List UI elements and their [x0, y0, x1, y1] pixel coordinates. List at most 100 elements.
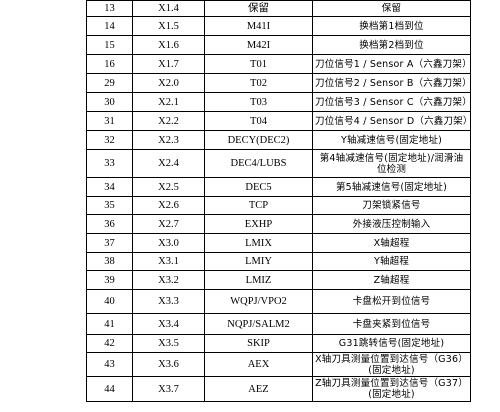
row-number-cell: 38: [86, 252, 133, 271]
description-cell: 刀位信号2 / Sensor B（六鑫刀架）: [312, 73, 471, 93]
row-number-cell: 43: [86, 352, 133, 377]
address-cell: X2.0: [132, 73, 205, 93]
signal-name-cell: T03: [204, 92, 313, 112]
table-row: 43 X3.6 AEX X轴刀具测量位置到达信号（G36）(固定地址): [86, 352, 471, 377]
address-cell: X3.5: [132, 334, 205, 353]
description-cell: Z轴超程: [312, 270, 471, 290]
table-row: 36 X2.7 EXHP 外接液压控制输入: [86, 214, 471, 234]
io-signal-table: 13 X1.4 保留 保留 14 X1.5 M41I 换档第1档到位 15 X1.6 M42I 换档第…: [86, 0, 471, 402]
table-row: 33 X2.4 DEC4/LUBS 第4轴减速信号(固定地址)/润滑油位检测: [86, 149, 471, 178]
description-cell: 外接液压控制输入: [312, 214, 471, 234]
address-cell: X3.2: [132, 270, 205, 290]
table-row: 41 X3.4 NQPJ/SALM2 卡盘夹紧到位信号: [86, 313, 471, 335]
signal-name-cell: T02: [204, 73, 313, 93]
table-row: 35 X2.6 TCP 刀架锁紧信号: [86, 196, 471, 215]
address-cell: X2.7: [132, 214, 205, 234]
address-cell: X2.6: [132, 196, 205, 215]
address-cell: X1.6: [132, 35, 205, 55]
address-cell: X2.1: [132, 92, 205, 112]
signal-name-cell: 保留: [204, 0, 313, 17]
description-cell: G31跳转信号(固定地址): [312, 334, 471, 353]
row-number-cell: 40: [86, 289, 133, 314]
row-number-cell: 30: [86, 92, 133, 112]
description-cell: X轴刀具测量位置到达信号（G36）(固定地址): [312, 352, 471, 377]
address-cell: X3.7: [132, 376, 205, 402]
signal-name-cell: EXHP: [204, 214, 313, 234]
description-cell: 第5轴减速信号(固定地址): [312, 177, 471, 197]
row-number-cell: 35: [86, 196, 133, 215]
description-cell: 刀位信号1 / Sensor A（六鑫刀架）: [312, 54, 471, 74]
description-cell: Y轴超程: [312, 252, 471, 271]
row-number-cell: 34: [86, 177, 133, 197]
table-row: 40 X3.3 WQPJ/VPO2 卡盘松开到位信号: [86, 289, 471, 314]
signal-name-cell: LMIY: [204, 252, 313, 271]
address-cell: X2.2: [132, 111, 205, 131]
row-number-cell: 36: [86, 214, 133, 234]
table-row: 29 X2.0 T02 刀位信号2 / Sensor B（六鑫刀架）: [86, 73, 471, 93]
table-row: 14 X1.5 M41I 换档第1档到位: [86, 16, 471, 36]
address-cell: X3.4: [132, 313, 205, 335]
description-cell: 刀位信号3 / Sensor C（六鑫刀架）: [312, 92, 471, 112]
signal-name-cell: WQPJ/VPO2: [204, 289, 313, 314]
description-cell: 卡盘夹紧到位信号: [312, 313, 471, 335]
table-row: 37 X3.0 LMIX X轴超程: [86, 233, 471, 253]
signal-name-cell: SKIP: [204, 334, 313, 353]
description-cell: Y轴减速信号(固定地址): [312, 130, 471, 150]
io-table-body: 13 X1.4 保留 保留 14 X1.5 M41I 换档第1档到位 15 X1.6 M42I 换档第…: [86, 0, 471, 402]
address-cell: X1.4: [132, 0, 205, 17]
description-cell: 第4轴减速信号(固定地址)/润滑油位检测: [312, 149, 471, 178]
description-cell: 换档第1档到位: [312, 16, 471, 36]
signal-name-cell: AEZ: [204, 376, 313, 402]
address-cell: X3.0: [132, 233, 205, 253]
signal-name-cell: AEX: [204, 352, 313, 377]
row-number-cell: 39: [86, 270, 133, 290]
row-number-cell: 31: [86, 111, 133, 131]
signal-name-cell: M41I: [204, 16, 313, 36]
signal-name-cell: LMIX: [204, 233, 313, 253]
row-number-cell: 32: [86, 130, 133, 150]
table-row: 44 X3.7 AEZ Z轴刀具测量位置到达信号（G37）(固定地址): [86, 376, 471, 402]
table-row: 39 X3.2 LMIZ Z轴超程: [86, 270, 471, 290]
signal-name-cell: T04: [204, 111, 313, 131]
address-cell: X1.7: [132, 54, 205, 74]
table-row: 15 X1.6 M42I 换档第2档到位: [86, 35, 471, 55]
row-number-cell: 16: [86, 54, 133, 74]
table-row: 16 X1.7 T01 刀位信号1 / Sensor A（六鑫刀架）: [86, 54, 471, 74]
address-cell: X2.4: [132, 149, 205, 178]
description-cell: Z轴刀具测量位置到达信号（G37）(固定地址): [312, 376, 471, 402]
table-row: 38 X3.1 LMIY Y轴超程: [86, 252, 471, 271]
row-number-cell: 29: [86, 73, 133, 93]
signal-name-cell: DECY(DEC2): [204, 130, 313, 150]
signal-name-cell: LMIZ: [204, 270, 313, 290]
row-number-cell: 33: [86, 149, 133, 178]
address-cell: X3.1: [132, 252, 205, 271]
row-number-cell: 15: [86, 35, 133, 55]
signal-name-cell: T01: [204, 54, 313, 74]
row-number-cell: 37: [86, 233, 133, 253]
row-number-cell: 14: [86, 16, 133, 36]
description-cell: 刀架锁紧信号: [312, 196, 471, 215]
address-cell: X3.3: [132, 289, 205, 314]
description-cell: X轴超程: [312, 233, 471, 253]
signal-name-cell: M42I: [204, 35, 313, 55]
signal-name-cell: DEC4/LUBS: [204, 149, 313, 178]
table-row: 13 X1.4 保留 保留: [86, 0, 471, 17]
description-cell: 卡盘松开到位信号: [312, 289, 471, 314]
table-row: 31 X2.2 T04 刀位信号4 / Sensor D（六鑫刀架）: [86, 111, 471, 131]
row-number-cell: 41: [86, 313, 133, 335]
signal-name-cell: TCP: [204, 196, 313, 215]
signal-name-cell: NQPJ/SALM2: [204, 313, 313, 335]
description-cell: 刀位信号4 / Sensor D（六鑫刀架）: [312, 111, 471, 131]
description-cell: 换档第2档到位: [312, 35, 471, 55]
table-row: 32 X2.3 DECY(DEC2) Y轴减速信号(固定地址): [86, 130, 471, 150]
table-row: 42 X3.5 SKIP G31跳转信号(固定地址): [86, 334, 471, 353]
row-number-cell: 13: [86, 0, 133, 17]
table-row: 30 X2.1 T03 刀位信号3 / Sensor C（六鑫刀架）: [86, 92, 471, 112]
address-cell: X3.6: [132, 352, 205, 377]
row-number-cell: 44: [86, 376, 133, 402]
signal-name-cell: DEC5: [204, 177, 313, 197]
address-cell: X2.3: [132, 130, 205, 150]
row-number-cell: 42: [86, 334, 133, 353]
address-cell: X1.5: [132, 16, 205, 36]
description-cell: 保留: [312, 0, 471, 17]
